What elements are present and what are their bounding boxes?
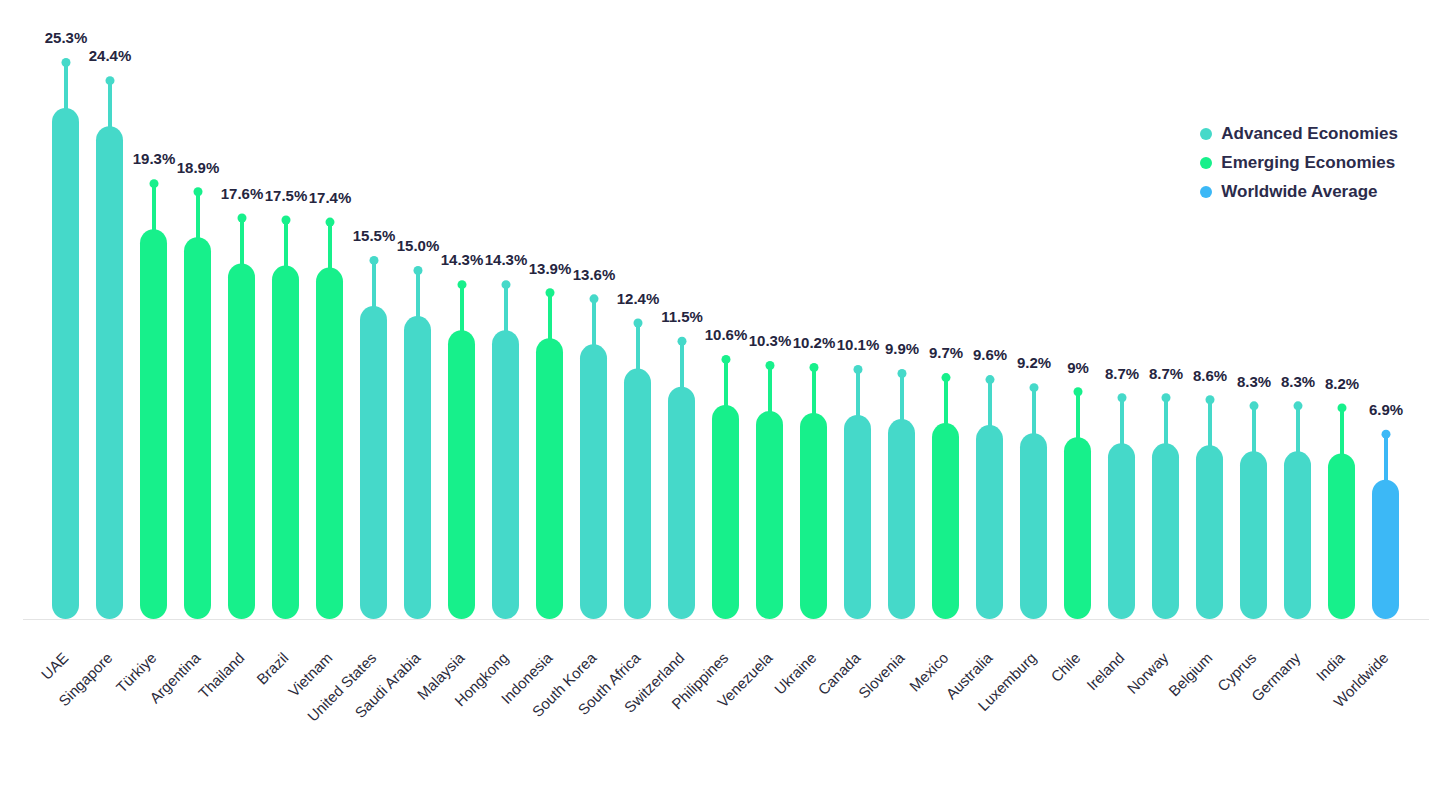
svg-text:Indonesia: Indonesia <box>497 649 556 707</box>
svg-text:Malaysia: Malaysia <box>413 649 468 703</box>
svg-text:18.9%: 18.9% <box>177 159 220 176</box>
svg-text:Canada: Canada <box>814 649 864 699</box>
svg-text:17.4%: 17.4% <box>309 189 352 206</box>
svg-text:Switzerland: Switzerland <box>620 649 688 716</box>
svg-text:Thailand: Thailand <box>195 649 248 702</box>
svg-text:12.4%: 12.4% <box>617 290 660 307</box>
svg-text:13.9%: 13.9% <box>529 260 572 277</box>
svg-text:Ukraine: Ukraine <box>771 649 820 698</box>
svg-text:Norway: Norway <box>1124 649 1172 697</box>
svg-text:24.4%: 24.4% <box>89 47 132 64</box>
svg-text:9.7%: 9.7% <box>929 344 963 361</box>
svg-text:8.6%: 8.6% <box>1193 367 1227 384</box>
svg-text:10.3%: 10.3% <box>749 332 792 349</box>
svg-text:9.2%: 9.2% <box>1017 354 1051 371</box>
html-text:Emerging Economies: Emerging Economies <box>1221 153 1396 172</box>
svg-text:8.7%: 8.7% <box>1149 365 1183 382</box>
svg-text:Australia: Australia <box>942 649 996 703</box>
svg-text:Türkiye: Türkiye <box>112 649 160 696</box>
svg-text:Singapore: Singapore <box>55 649 115 709</box>
svg-text:Vietnam: Vietnam <box>284 649 336 700</box>
svg-text:10.6%: 10.6% <box>705 326 748 343</box>
svg-text:Ireland: Ireland <box>1083 649 1127 693</box>
svg-text:13.6%: 13.6% <box>573 266 616 283</box>
svg-text:14.3%: 14.3% <box>441 251 484 268</box>
svg-text:15.5%: 15.5% <box>353 227 396 244</box>
svg-text:Venezuela: Venezuela <box>714 649 776 711</box>
svg-text:Brazil: Brazil <box>253 649 292 688</box>
svg-text:Chile: Chile <box>1047 649 1083 685</box>
svg-text:Slovenia: Slovenia <box>855 649 908 702</box>
svg-text:South Africa: South Africa <box>574 649 644 719</box>
svg-text:6.9%: 6.9% <box>1369 401 1403 418</box>
svg-text:UAE: UAE <box>38 649 72 683</box>
svg-text:25.3%: 25.3% <box>45 29 88 46</box>
svg-text:8.2%: 8.2% <box>1325 375 1359 392</box>
svg-text:Cyprus: Cyprus <box>1213 649 1260 695</box>
svg-text:14.3%: 14.3% <box>485 251 528 268</box>
svg-text:19.3%: 19.3% <box>133 150 176 167</box>
svg-text:17.5%: 17.5% <box>265 187 308 204</box>
svg-text:Argentina: Argentina <box>146 649 204 707</box>
svg-text:10.1%: 10.1% <box>837 336 880 353</box>
svg-text:Saudi Arabia: Saudi Arabia <box>351 649 424 722</box>
svg-text:Mexico: Mexico <box>905 649 952 695</box>
svg-text:9.6%: 9.6% <box>973 346 1007 363</box>
svg-text:Belgium: Belgium <box>1165 649 1215 699</box>
svg-text:Worldwide: Worldwide <box>1330 649 1391 710</box>
svg-text:17.6%: 17.6% <box>221 185 264 202</box>
svg-text:Germany: Germany <box>1248 649 1304 705</box>
html-text:Advanced Economies: Advanced Economies <box>1221 124 1398 143</box>
svg-text:9%: 9% <box>1067 359 1089 376</box>
html-text:Worldwide Average: Worldwide Average <box>1221 182 1378 201</box>
svg-text:15.0%: 15.0% <box>397 237 440 254</box>
svg-text:Luxemburg: Luxemburg <box>974 649 1039 714</box>
svg-text:10.2%: 10.2% <box>793 334 836 351</box>
svg-text:8.3%: 8.3% <box>1281 373 1315 390</box>
svg-text:South Korea: South Korea <box>528 649 600 720</box>
svg-text:9.9%: 9.9% <box>885 340 919 357</box>
svg-text:8.7%: 8.7% <box>1105 365 1139 382</box>
svg-text:India: India <box>1312 649 1347 684</box>
svg-text:Philippines: Philippines <box>668 649 732 713</box>
svg-text:11.5%: 11.5% <box>661 308 703 325</box>
svg-text:United States: United States <box>303 649 380 725</box>
svg-text:Hongkong: Hongkong <box>451 649 512 710</box>
svg-text:8.3%: 8.3% <box>1237 373 1271 390</box>
